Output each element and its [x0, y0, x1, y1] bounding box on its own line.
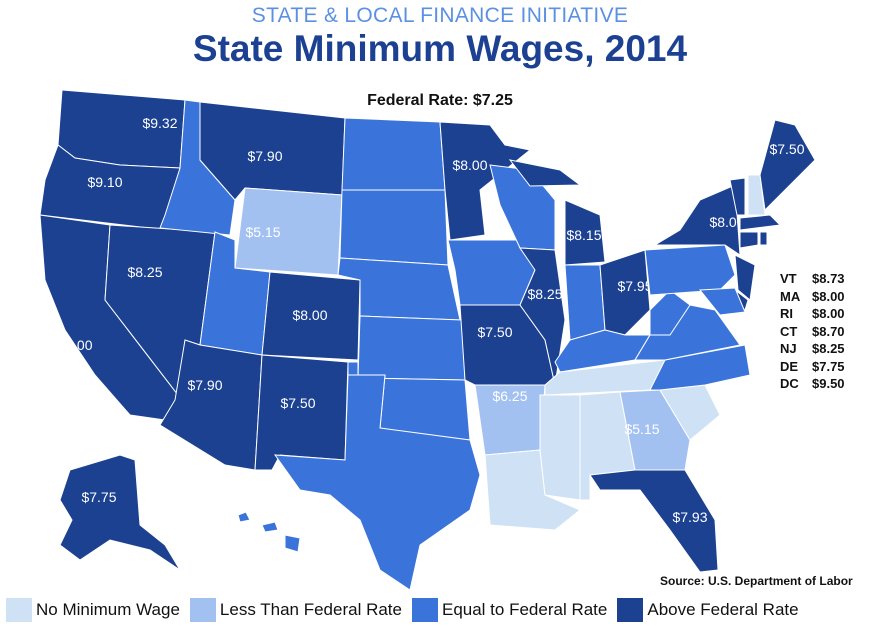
- wage-label-az: $7.90: [187, 377, 222, 393]
- legend-item-above: Above Federal Rate: [617, 598, 799, 622]
- state-hi: [237, 511, 251, 523]
- state-wage: $8.00: [812, 306, 845, 321]
- legend-item-none: No Minimum Wage: [6, 598, 180, 622]
- state-fl: [589, 469, 719, 573]
- state-wage: $8.70: [812, 323, 845, 339]
- small-state-row: DE $7.75: [780, 358, 845, 376]
- state-mi: [508, 159, 582, 187]
- wage-label-ca: $9.00: [57, 337, 92, 353]
- wage-label-mo: $7.50: [477, 324, 512, 340]
- state-sd: [339, 189, 449, 266]
- wage-label-co: $8.00: [292, 307, 327, 323]
- wage-label-or: $9.10: [87, 174, 122, 190]
- state-mi: [564, 199, 606, 266]
- state-code: VT: [780, 271, 797, 286]
- state-ct: [739, 231, 759, 249]
- state-ma: [739, 214, 782, 231]
- legend: No Minimum Wage Less Than Federal Rate Equ…: [6, 598, 809, 622]
- state-code: DC: [780, 376, 799, 391]
- state-wage: $8.25: [812, 341, 845, 356]
- state-code: CT: [780, 323, 798, 339]
- state-me: [759, 119, 816, 212]
- small-state-row: RI $8.00: [780, 305, 845, 323]
- wage-label-fl: $7.93: [672, 509, 707, 525]
- legend-label: Above Federal Rate: [647, 600, 799, 619]
- small-states-list: VT $8.73 MA $8.00 RI $8.00 CT $8.70 NJ $8.25 DE $7.…: [780, 270, 845, 393]
- state-mn: [439, 121, 532, 241]
- state-oh: [599, 249, 651, 336]
- state-nd: [341, 117, 446, 191]
- legend-swatch: [411, 598, 438, 622]
- state-code: DE: [780, 358, 799, 374]
- subtitle: STATE & LOCAL FINANCE INITIATIVE: [251, 4, 629, 27]
- page-title: State Minimum Wages, 2014: [192, 28, 688, 69]
- legend-label: Less Than Federal Rate: [219, 600, 402, 619]
- wage-label-ak: $7.75: [81, 489, 116, 505]
- state-wage: $8.00: [812, 288, 845, 304]
- legend-label: No Minimum Wage: [36, 600, 180, 619]
- small-state-row: VT $8.73: [780, 270, 845, 288]
- wage-label-wy: $5.15: [245, 224, 280, 240]
- legend-swatch: [6, 598, 32, 622]
- state-ks: [357, 315, 466, 381]
- legend-swatch: [189, 598, 216, 622]
- state-il: [519, 247, 566, 386]
- state-tx: [273, 374, 481, 591]
- wage-label-mi: $8.15: [566, 227, 601, 243]
- state-ms: [539, 394, 581, 501]
- state-ri: [759, 231, 768, 246]
- state-code: NJ: [780, 341, 797, 356]
- state-vt: [729, 177, 746, 216]
- wage-label-oh: $7.95: [617, 278, 652, 294]
- state-hi: [261, 521, 279, 533]
- state-code: MA: [780, 288, 801, 304]
- wage-label-mn: $8.00: [452, 157, 487, 173]
- small-state-row: DC $9.50: [780, 375, 845, 393]
- state-wage: $7.75: [812, 358, 845, 374]
- wage-label-ga: $5.15: [624, 421, 659, 437]
- state-ak: [59, 454, 181, 571]
- state-code: RI: [780, 306, 793, 321]
- wage-label-wa: $9.32: [142, 115, 177, 131]
- wage-label-il: $8.25: [527, 286, 562, 302]
- small-state-row: CT $8.70: [780, 323, 845, 341]
- legend-item-equal: Equal to Federal Rate: [411, 598, 608, 622]
- source-note: Source: U.S. Department of Labor: [660, 574, 853, 588]
- small-state-row: NJ $8.25: [780, 340, 845, 358]
- wage-label-nv: $8.25: [127, 264, 162, 280]
- wage-label-me: $7.50: [769, 141, 804, 157]
- legend-label: Equal to Federal Rate: [441, 600, 608, 619]
- state-md: [699, 287, 746, 316]
- wage-label-mt: $7.90: [247, 148, 282, 164]
- small-state-row: MA $8.00: [780, 288, 845, 306]
- state-wage: $8.73: [812, 271, 845, 286]
- state-in: [564, 264, 606, 341]
- wage-label-ar: $6.25: [492, 388, 527, 404]
- state-wage: $9.50: [812, 376, 845, 391]
- federal-rate: Federal Rate: $7.25: [367, 92, 513, 109]
- state-co: [261, 271, 361, 361]
- state-pa: [644, 244, 736, 296]
- legend-swatch: [617, 598, 644, 622]
- wage-label-nm: $7.50: [280, 395, 315, 411]
- state-nm: [254, 354, 349, 471]
- state-nj: [734, 254, 756, 301]
- state-ky: [554, 329, 651, 373]
- state-hi: [284, 534, 301, 553]
- legend-item-less: Less Than Federal Rate: [189, 598, 402, 622]
- wage-label-ny: $8.00: [709, 214, 744, 230]
